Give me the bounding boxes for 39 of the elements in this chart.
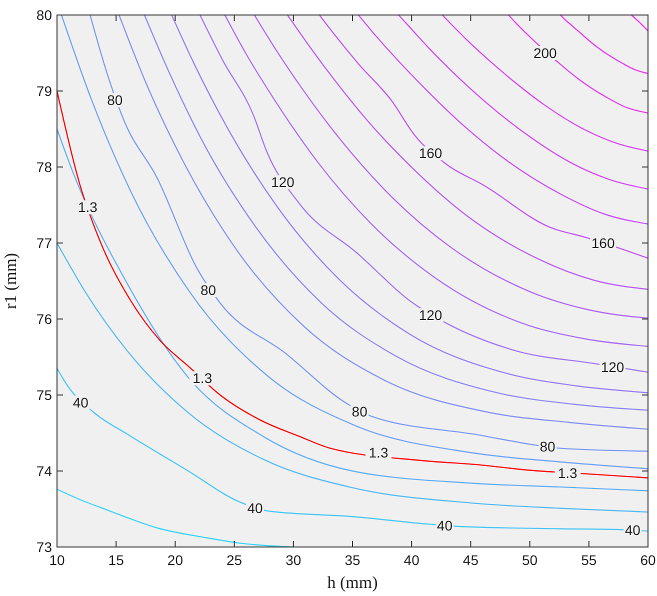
x-tick-label: 30 (286, 552, 302, 568)
y-tick-label: 76 (36, 310, 52, 327)
annotation: 80 (540, 438, 556, 455)
annotation: 40 (247, 500, 263, 516)
y-axis-title: r1 (mm) (1, 252, 20, 310)
annotation: 80 (352, 404, 368, 420)
x-tick-label: 25 (226, 552, 242, 568)
y-tick-label: 78 (36, 158, 52, 175)
annotation: 1.3 (192, 370, 212, 386)
y-tick-label: 73 (36, 538, 52, 555)
annotation: 160 (591, 234, 615, 251)
x-tick-label: 50 (522, 552, 538, 568)
annotation: 80 (107, 92, 123, 108)
y-tick-label: 75 (36, 386, 52, 403)
y-tick-label: 77 (36, 234, 52, 251)
annotation: 1.3 (558, 465, 578, 482)
x-tick-label: 45 (462, 552, 479, 568)
annotation: 120 (418, 307, 442, 324)
y-tick-label: 79 (36, 82, 52, 99)
annotation: 40 (72, 394, 89, 410)
annotation: 1.3 (368, 444, 388, 461)
x-axis-title: h (mm) (327, 573, 378, 592)
x-tick-label: 60 (640, 552, 656, 568)
annotation: 80 (200, 282, 216, 298)
annotation: 120 (271, 174, 295, 190)
annotation: 1.3 (78, 199, 98, 216)
x-tick-label: 20 (167, 552, 184, 568)
annotation: 40 (436, 518, 453, 534)
annotation: 40 (624, 522, 641, 538)
y-tick-label: 80 (36, 6, 52, 23)
x-tick-label: 35 (344, 552, 360, 568)
annotation: 120 (600, 358, 624, 375)
x-tick-label: 10 (49, 552, 65, 568)
annotation: 160 (418, 145, 442, 162)
annotation: 200 (533, 44, 558, 61)
x-tick-label: 55 (581, 552, 597, 568)
y-tick-label: 74 (36, 462, 52, 479)
x-tick-label: 40 (404, 552, 420, 568)
x-tick-label: 15 (108, 552, 124, 568)
